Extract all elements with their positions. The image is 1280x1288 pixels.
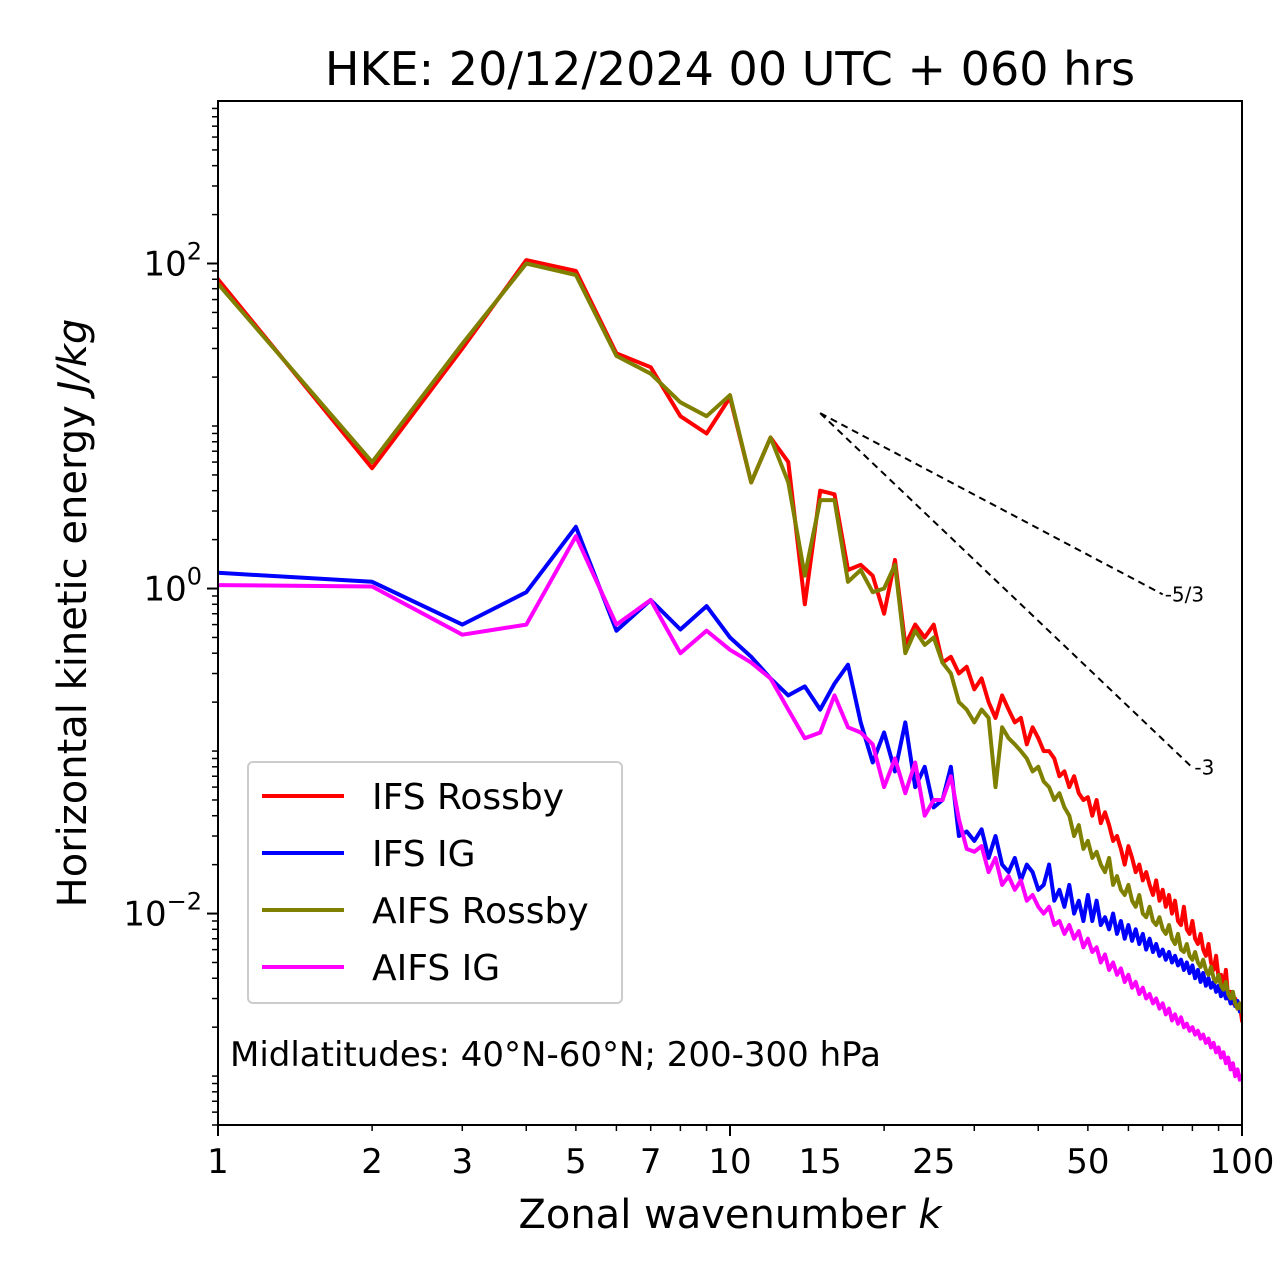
- series-line-aifs-rossby: [218, 261, 1242, 1014]
- y-tick-label: 100: [143, 563, 202, 610]
- x-axis: 1 2 3 5 7 10 15 25 50 100: [207, 1125, 1274, 1182]
- chart-title: HKE: 20/12/2024 00 UTC + 060 hrs: [325, 42, 1135, 96]
- reference-slope-line: [819, 412, 1194, 769]
- legend-label: AIFS IG: [372, 948, 500, 989]
- y-tick-label: 102: [143, 238, 202, 285]
- reference-slope-label: -3: [1194, 756, 1214, 780]
- x-tick-label: 1: [207, 1142, 229, 1182]
- x-tick-label: 100: [1210, 1142, 1275, 1182]
- series-line-aifs-ig: [218, 534, 1242, 1082]
- x-tick-label: 50: [1066, 1142, 1109, 1182]
- x-tick-label: 2: [361, 1142, 383, 1182]
- x-tick-label: 15: [799, 1142, 842, 1182]
- x-tick-label: 7: [640, 1142, 662, 1182]
- region-annotation: Midlatitudes: 40°N-60°N; 200-300 hPa: [230, 1035, 881, 1075]
- y-axis-title-unit: J/kg: [50, 319, 96, 400]
- reference-slope-line: [819, 412, 1164, 596]
- legend-label: AIFS Rossby: [372, 891, 589, 932]
- series-line-ifs-rossby: [218, 258, 1242, 1023]
- y-axis-title: Horizontal kinetic energy J/kg: [50, 319, 96, 908]
- y-tick-label: 10−2: [123, 888, 202, 935]
- x-axis-title-variable: k: [918, 1192, 943, 1238]
- reference-slope-label: -5/3: [1165, 582, 1204, 606]
- plot-content: [218, 258, 1242, 1082]
- y-axis-title-text: Horizontal kinetic energy: [50, 405, 96, 907]
- x-tick-label: 10: [708, 1142, 751, 1182]
- y-axis: 10−2 100 102: [123, 107, 218, 1126]
- legend-label: IFS Rossby: [372, 777, 564, 818]
- x-tick-label: 5: [565, 1142, 587, 1182]
- series-line-ifs-ig: [218, 524, 1242, 1014]
- x-tick-label: 25: [912, 1142, 955, 1182]
- x-tick-label: 3: [451, 1142, 473, 1182]
- legend-box: [247, 761, 623, 1004]
- legend: IFS Rossby IFS IG AIFS Rossby AIFS IG: [247, 761, 623, 1004]
- legend-label: IFS IG: [372, 834, 476, 875]
- x-axis-title-text: Zonal wavenumber: [518, 1192, 906, 1238]
- x-axis-title: Zonal wavenumber k: [518, 1192, 943, 1238]
